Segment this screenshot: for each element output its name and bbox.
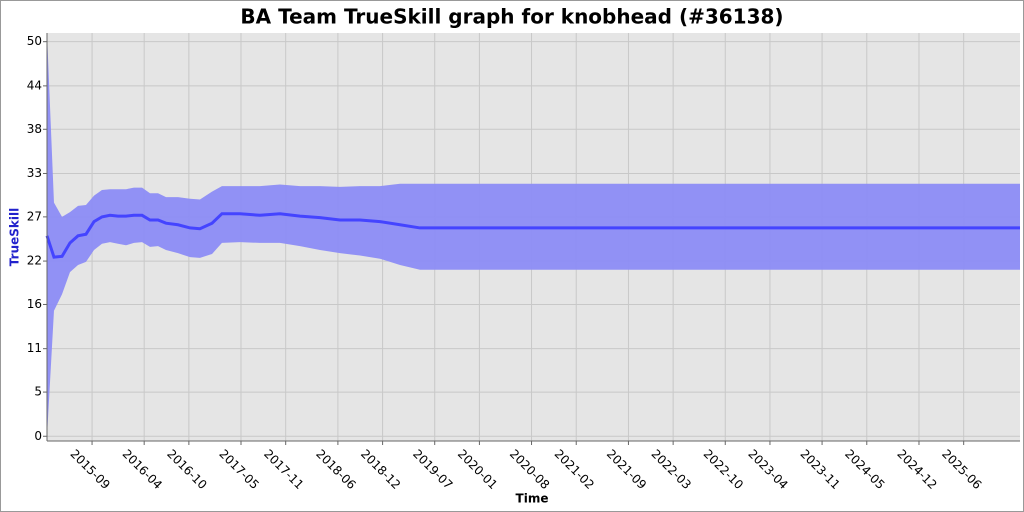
y-tick-label: 27: [27, 209, 42, 223]
y-axis-title: TrueSkill: [8, 208, 22, 266]
chart-title: BA Team TrueSkill graph for knobhead (#3…: [240, 5, 783, 29]
line: [45, 212, 1020, 259]
y-tick-label: 16: [27, 297, 42, 311]
y-tick-label: 5: [34, 385, 42, 399]
x-axis-title: Time: [516, 492, 549, 506]
band: [47, 33, 1020, 437]
y-tick-label: 44: [27, 78, 42, 92]
y-tick-label: 38: [27, 122, 42, 136]
y-tick-label: 33: [27, 166, 42, 180]
y-tick-label: 22: [27, 254, 42, 268]
y-tick-label: 50: [27, 34, 42, 48]
y-tick-label: 0: [34, 429, 42, 443]
y-tick-label: 11: [27, 341, 42, 355]
